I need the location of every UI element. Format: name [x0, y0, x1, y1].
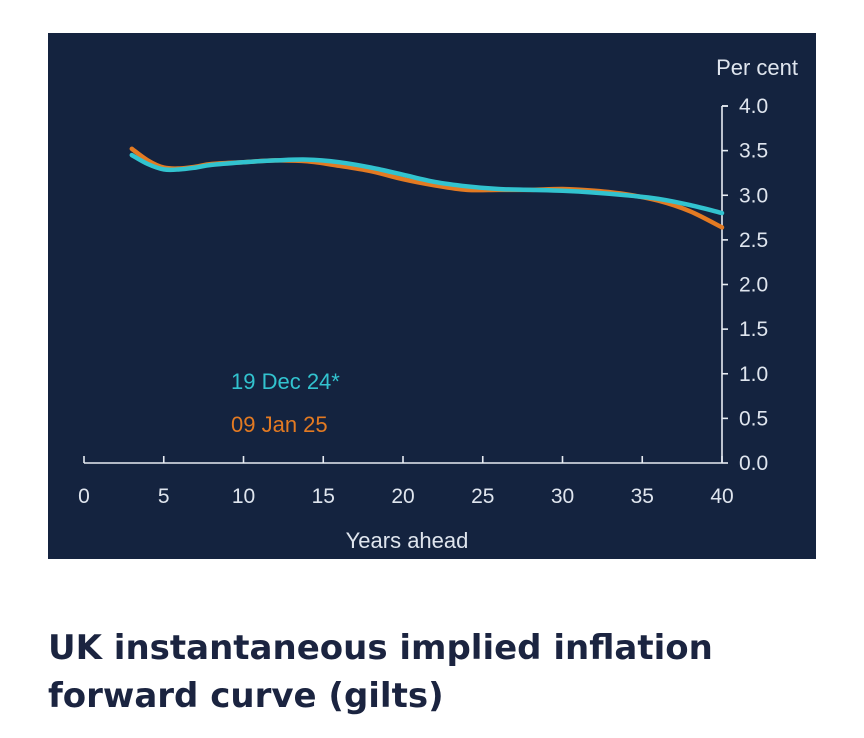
x-tick-label: 25: [471, 485, 494, 508]
y-tick-label: 0.0: [739, 452, 768, 475]
y-axis-title: Per cent: [716, 55, 798, 80]
chart-panel: 0 5 10 15 20 25 30 35 40 0.0 0.5 1.0 1.5 2.0 2.5 3.0 3.5…: [48, 33, 816, 559]
legend-label-dec: 19 Dec 24*: [231, 369, 340, 394]
chart-background: [48, 33, 816, 559]
x-tick-label: 0: [78, 485, 90, 508]
x-tick-label: 35: [631, 485, 654, 508]
y-tick-label: 3.0: [739, 184, 768, 207]
x-axis-title: Years ahead: [346, 528, 469, 553]
y-tick-label: 0.5: [739, 407, 768, 430]
x-tick-label: 15: [312, 485, 335, 508]
chart-svg: 0 5 10 15 20 25 30 35 40 0.0 0.5 1.0 1.5 2.0 2.5 3.0 3.5…: [48, 33, 816, 559]
x-tick-label: 30: [551, 485, 574, 508]
legend-label-jan: 09 Jan 25: [231, 412, 328, 437]
x-tick-label: 20: [391, 485, 414, 508]
x-tick-label: 40: [710, 485, 733, 508]
series-layer: [129, 146, 725, 230]
chart-caption: UK instantaneous implied inflation forwa…: [48, 628, 713, 716]
y-tick-label: 1.5: [739, 318, 768, 341]
y-tick-label: 1.0: [739, 363, 768, 386]
y-tick-label: 3.5: [739, 140, 768, 163]
y-tick-label: 2.0: [739, 274, 768, 297]
x-tick-label: 5: [158, 485, 170, 508]
x-tick-label: 10: [232, 485, 255, 508]
series-line-19-dec-24: [129, 152, 725, 216]
axes-layer: 0 5 10 15 20 25 30 35 40 0.0 0.5 1.0 1.5 2.0 2.5 3.0 3.5…: [78, 95, 768, 508]
y-tick-label: 2.5: [739, 229, 768, 252]
y-tick-label: 4.0: [739, 95, 768, 118]
